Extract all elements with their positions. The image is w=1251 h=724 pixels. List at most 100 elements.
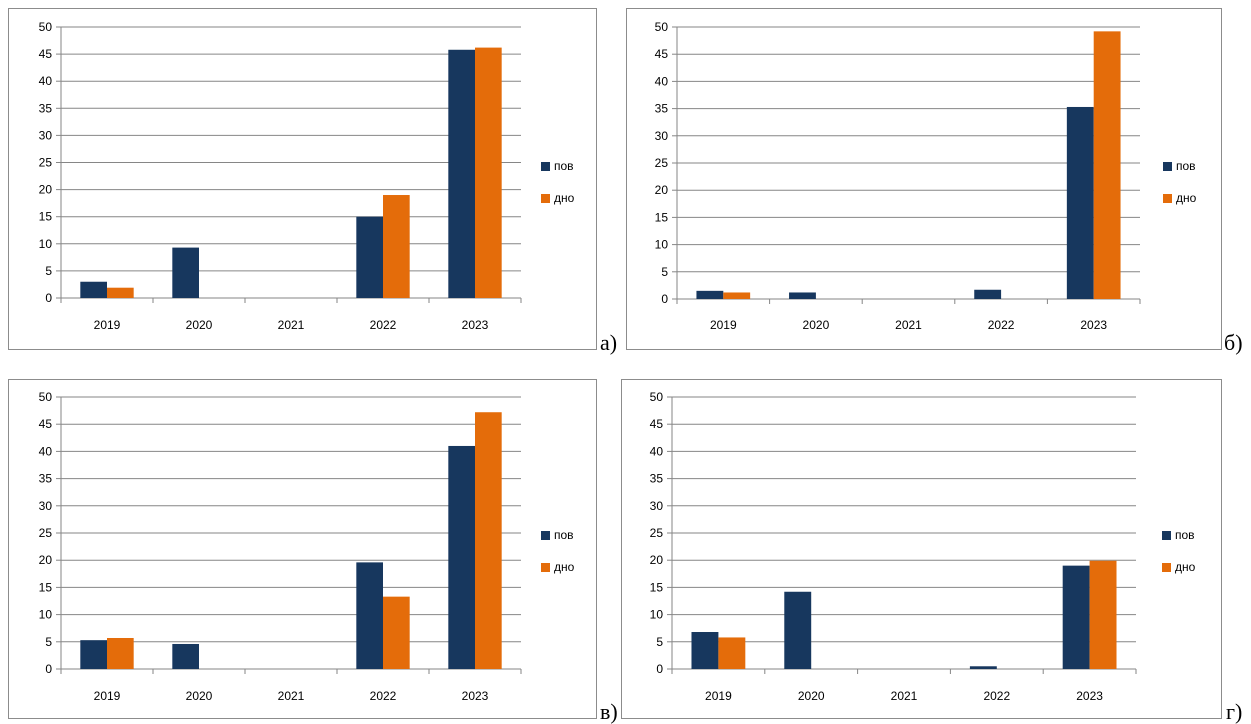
y-tick-label: 0: [656, 662, 663, 676]
bar-dno-2019: [723, 292, 751, 299]
y-tick-label: 25: [39, 526, 53, 540]
x-tick-label: 2020: [803, 318, 830, 332]
bar-pov-2023: [448, 445, 475, 669]
bar-pov-2019: [691, 632, 719, 669]
legend-label-dno: дно: [554, 560, 575, 574]
bar-dno-2023: [475, 47, 502, 298]
bar-dno-2022: [383, 596, 410, 669]
bar-pov-2023: [1066, 106, 1094, 299]
y-tick-label: 5: [656, 635, 663, 649]
y-tick-label: 45: [650, 417, 664, 431]
y-tick-label: 30: [39, 499, 53, 513]
y-tick-label: 35: [655, 102, 669, 116]
y-tick-label: 15: [39, 210, 53, 224]
legend-c: пов дно: [541, 526, 574, 590]
legend-swatch-dno: [1163, 193, 1172, 203]
legend-label-dno: дно: [1176, 191, 1197, 205]
x-tick-label: 2019: [94, 689, 121, 703]
y-tick-label: 35: [39, 101, 53, 115]
bar-dno-2022: [383, 195, 410, 298]
legend-item-dno: дно: [541, 558, 574, 576]
x-tick-label: 2019: [710, 318, 737, 332]
bar-dno-2023: [475, 412, 502, 669]
y-tick-label: 40: [39, 74, 53, 88]
bar-pov-2023: [1062, 565, 1090, 669]
legend-swatch-pov: [1162, 530, 1171, 540]
x-tick-label: 2022: [988, 318, 1015, 332]
legend-swatch-dno: [541, 193, 550, 203]
panel-label-d: г): [1226, 699, 1243, 724]
y-tick-label: 5: [45, 264, 52, 278]
legend-item-pov: пов: [541, 526, 574, 544]
panel-label-b: б): [1224, 330, 1243, 355]
legend-d: пов дно: [1162, 526, 1195, 590]
bar-dno-2019: [107, 287, 134, 298]
bar-dno-2019: [718, 637, 746, 669]
bar-pov-2020: [172, 247, 199, 298]
y-tick-label: 15: [655, 210, 669, 224]
bar-pov-2019: [80, 281, 107, 298]
bar-pov-2020: [784, 591, 812, 669]
y-tick-label: 0: [45, 291, 52, 305]
bar-pov-2022: [356, 216, 383, 298]
chart-frame-a: 0 5 10 15 20 25 30 35 40 45 50 2019 2020 2021 2022 2023…: [8, 8, 597, 350]
bar-pov-2022: [974, 289, 1002, 299]
y-tick-label: 0: [45, 662, 52, 676]
y-tick-label: 40: [650, 444, 664, 458]
x-tick-label: 2023: [1076, 689, 1103, 703]
y-tick-label: 0: [661, 292, 668, 306]
y-tick-label: 20: [39, 553, 53, 567]
y-tick-label: 10: [39, 237, 53, 251]
y-tick-label: 30: [650, 499, 664, 513]
y-tick-label: 35: [650, 472, 664, 486]
legend-swatch-dno: [1162, 562, 1171, 572]
x-tick-label: 2020: [186, 318, 213, 332]
x-tick-label: 2021: [891, 689, 918, 703]
bar-pov-2019: [696, 290, 724, 299]
chart-frame-c: 0 5 10 15 20 25 30 35 40 45 50 2019 2020 2021 2022 2023…: [8, 379, 597, 719]
bar-dno-2023: [1089, 560, 1117, 669]
y-tick-label: 40: [655, 74, 669, 88]
bar-dno-2023: [1093, 31, 1121, 300]
legend-a: пов дно: [541, 157, 574, 221]
y-tick-label: 45: [39, 47, 53, 61]
panel-label-a: а): [600, 330, 618, 355]
x-tick-label: 2023: [462, 318, 489, 332]
y-tick-label: 50: [39, 390, 53, 404]
y-tick-label: 5: [661, 265, 668, 279]
x-tick-label: 2019: [705, 689, 732, 703]
legend-item-dno: дно: [1162, 558, 1195, 576]
y-tick-label: 5: [45, 635, 52, 649]
legend-label-dno: дно: [554, 191, 575, 205]
y-tick-label: 20: [650, 553, 664, 567]
legend-item-pov: пов: [1162, 526, 1195, 544]
legend-item-pov: пов: [541, 157, 574, 175]
legend-swatch-pov: [541, 530, 550, 540]
bar-chart-d: 0 5 10 15 20 25 30 35 40 45 50 2019 2020 2021 2022 2023: [650, 390, 1137, 703]
legend-swatch-dno: [541, 562, 550, 572]
legend-item-pov: пов: [1163, 157, 1196, 175]
legend-item-dno: дно: [1163, 189, 1196, 207]
legend-label-dno: дно: [1175, 560, 1196, 574]
bar-pov-2020: [172, 643, 199, 669]
x-tick-label: 2022: [370, 318, 397, 332]
y-tick-label: 10: [39, 608, 53, 622]
legend-swatch-pov: [541, 161, 550, 171]
y-tick-label: 35: [39, 472, 53, 486]
y-tick-label: 20: [655, 183, 669, 197]
bar-pov-2019: [80, 640, 107, 669]
legend-label-pov: пов: [1176, 159, 1196, 173]
legend-label-pov: пов: [554, 159, 574, 173]
x-tick-label: 2020: [186, 689, 213, 703]
x-tick-label: 2019: [94, 318, 121, 332]
y-tick-label: 30: [39, 128, 53, 142]
y-tick-label: 50: [650, 390, 664, 404]
y-tick-label: 30: [655, 129, 669, 143]
legend-swatch-pov: [1163, 161, 1172, 171]
y-tick-label: 40: [39, 444, 53, 458]
chart-frame-d: 0 5 10 15 20 25 30 35 40 45 50 2019 2020 2021 2022 2023…: [621, 379, 1222, 719]
bar-chart-b: 0 5 10 15 20 25 30 35 40 45 50 2019 2020 2021 2022 2023: [655, 20, 1141, 332]
x-tick-label: 2021: [278, 689, 305, 703]
bar-chart-a: 0 5 10 15 20 25 30 35 40 45 50 2019 2020 2021 2022 2023: [39, 20, 522, 332]
bar-dno-2019: [107, 637, 134, 669]
